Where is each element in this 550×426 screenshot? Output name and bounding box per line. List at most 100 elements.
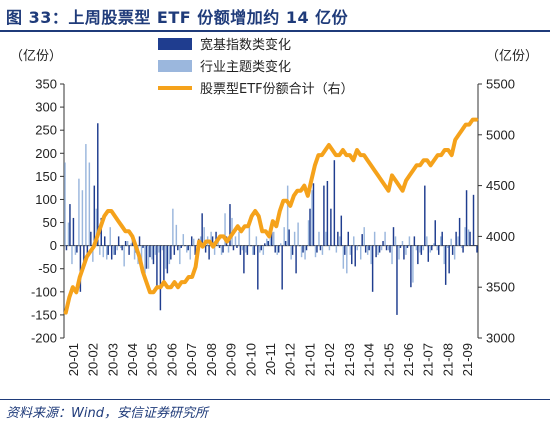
broad-bar [253, 245, 256, 255]
broad-bar [434, 220, 436, 246]
industry-bar [440, 236, 442, 246]
industry-bar [168, 245, 171, 265]
industry-bar [95, 208, 98, 246]
broad-bar [170, 245, 172, 260]
broad-bar [295, 245, 297, 274]
title-rule [0, 30, 550, 32]
right-tick-label: 4000 [486, 229, 515, 244]
x-tick-label: 20-06 [164, 343, 179, 376]
industry-bar [144, 245, 146, 274]
industry-bar [158, 245, 160, 253]
x-tick-label: 21-07 [421, 343, 436, 376]
broad-bar [316, 245, 318, 253]
industry-bar [283, 227, 285, 246]
industry-bar [85, 144, 87, 246]
broad-bar [65, 245, 68, 251]
industry-bar [450, 238, 452, 246]
broad-bar [291, 245, 294, 255]
left-tick-label: 50 [43, 215, 57, 230]
x-tick-label: 21-05 [381, 343, 396, 376]
broad-bar [406, 245, 409, 248]
industry-bar [217, 241, 219, 246]
industry-bar [241, 245, 244, 251]
industry-bar [276, 245, 278, 255]
broad-bar [239, 245, 242, 255]
broad-bar [79, 245, 82, 292]
industry-bar [182, 234, 185, 246]
industry-bar [248, 227, 251, 246]
industry-bar [457, 236, 459, 246]
industry-bar [408, 236, 411, 246]
broad-bar [351, 245, 353, 265]
industry-bar [436, 245, 438, 251]
left-tick-label: 100 [35, 192, 57, 207]
industry-bar [224, 213, 226, 246]
broad-bar [281, 245, 283, 290]
x-tick-label: 21-01 [302, 343, 317, 376]
industry-bar [464, 227, 466, 246]
industry-bar [151, 245, 153, 260]
broad-bar [389, 245, 391, 253]
broad-bar [142, 245, 144, 248]
total-share-line [63, 117, 479, 315]
industry-bar [426, 236, 428, 246]
broad-bar [476, 245, 478, 253]
industry-bar [245, 245, 247, 253]
broad-bar [347, 231, 349, 246]
broad-bar [218, 245, 221, 248]
industry-bar [293, 231, 296, 246]
right-axis-unit: （亿份） [486, 48, 538, 63]
industry-bar [119, 245, 122, 248]
x-tick-label: 20-11 [263, 343, 278, 375]
industry-bar [133, 245, 136, 260]
broad-bar [378, 245, 381, 253]
right-tick-label: 5000 [486, 127, 515, 142]
broad-bar [107, 245, 109, 255]
industry-bar [405, 245, 407, 255]
chart-title: 图 33：上周股票型 ETF 份额增加约 14 亿份 [6, 8, 349, 27]
industry-bar [286, 185, 289, 246]
industry-bar [346, 245, 348, 274]
industry-bar [460, 245, 463, 248]
x-tick-label: 20-08 [204, 343, 219, 376]
broad-bar [177, 245, 179, 251]
x-tick-label: 20-10 [243, 343, 258, 376]
broad-bar [128, 245, 130, 255]
left-tick-label: 250 [35, 123, 57, 138]
left-tick-label: -100 [31, 284, 57, 299]
broad-bar [274, 245, 276, 253]
industry-bar [311, 190, 313, 246]
broad-bar [284, 241, 287, 246]
legend-label-broad: 宽基指数类变化 [200, 37, 291, 53]
industry-bar [353, 236, 355, 246]
broad-bar [382, 241, 384, 246]
broad-bar [121, 245, 123, 251]
broad-bar [145, 245, 148, 269]
x-tick-label: 20-05 [145, 343, 160, 376]
broad-bar [469, 231, 471, 246]
industry-bar [339, 236, 341, 246]
broad-bar [138, 236, 141, 246]
industry-bar [154, 245, 157, 255]
x-tick-label: 21-06 [401, 343, 416, 376]
broad-bar [156, 245, 158, 288]
x-tick-label: 21-08 [440, 343, 455, 376]
x-tick-label: 20-09 [224, 343, 239, 376]
industry-bar [415, 245, 418, 251]
broad-bar [69, 204, 71, 246]
industry-bar [366, 245, 369, 255]
broad-bar [215, 231, 217, 246]
industry-bar [99, 245, 101, 255]
left-tick-label: 0 [50, 238, 57, 253]
broad-bar [104, 236, 106, 246]
broad-bar [330, 208, 332, 246]
industry-bar [359, 245, 362, 260]
industry-bar [126, 241, 129, 246]
broad-bar [257, 245, 259, 290]
x-tick-label: 20-01 [66, 343, 81, 376]
industry-bar [373, 231, 376, 246]
broad-bar [455, 231, 457, 246]
industry-bar [349, 245, 352, 255]
right-tick-label: 4500 [486, 178, 515, 193]
broad-bar [97, 123, 99, 246]
